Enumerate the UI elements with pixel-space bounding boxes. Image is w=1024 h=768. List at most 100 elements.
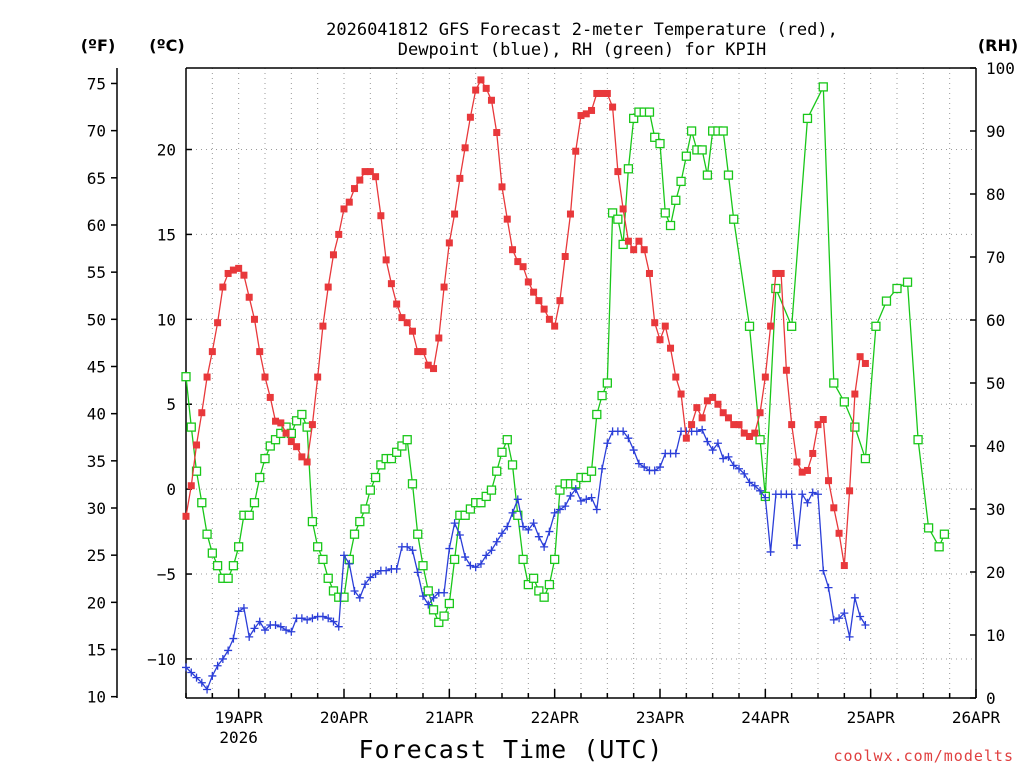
rh-point: [871, 321, 881, 331]
temperature-point: [372, 173, 380, 181]
time-tick-label: 20APR: [320, 708, 369, 727]
temperature-point: [566, 210, 574, 218]
temperature-point: [445, 239, 453, 247]
temperature-point: [214, 319, 222, 327]
dewpoint-point: [761, 493, 770, 502]
dewpoint-point: [218, 654, 227, 663]
dewpoint-point: [640, 463, 649, 472]
temperature-point: [788, 421, 796, 429]
temperature-point: [724, 414, 732, 422]
dewpoint-point: [766, 547, 775, 556]
rh-point: [892, 283, 902, 294]
dewpoint-point: [245, 632, 254, 641]
temperature-point: [661, 322, 669, 330]
rh-point: [818, 82, 828, 92]
fahrenheit-tick-label: 60: [87, 216, 106, 235]
temperature-point: [424, 361, 432, 369]
rh-tick-label: 50: [986, 374, 1005, 393]
rh-point: [676, 176, 686, 187]
rh-point: [923, 523, 934, 533]
dewpoint-point: [698, 425, 707, 434]
temperature-point: [524, 278, 532, 286]
dewpoint-point: [192, 673, 201, 682]
temperature-point: [198, 409, 206, 417]
temperature-point: [193, 441, 201, 449]
temperature-point: [540, 305, 548, 313]
temperature-point: [203, 373, 211, 381]
dewpoint-point: [361, 580, 370, 589]
dewpoint-point: [197, 678, 206, 687]
dewpoint-point: [234, 607, 243, 616]
rh-point: [291, 416, 302, 426]
rh-point: [629, 113, 639, 124]
temperature-point: [387, 280, 395, 288]
celsius-axis: −10 −5 0 5 10 15 20: [147, 141, 192, 669]
temperature-point: [782, 366, 790, 374]
temperature-point: [498, 183, 506, 191]
chart-title-line1: 2026041812 GFS Forecast 2-meter Temperat…: [326, 20, 838, 40]
rh-point: [671, 195, 681, 205]
rh-point: [550, 554, 560, 565]
dewpoint-point: [740, 469, 749, 478]
dewpoint-point: [229, 634, 238, 643]
dewpoint-point: [308, 614, 317, 623]
dewpoint-point: [824, 583, 833, 592]
temperature-point: [519, 263, 527, 271]
dewpoint-point: [318, 612, 327, 621]
rh-point: [207, 548, 217, 558]
temperature-point: [440, 283, 448, 291]
dewpoint-point: [708, 446, 717, 455]
dewpoint-point: [239, 604, 248, 612]
temperature-point: [451, 210, 459, 218]
temperature-point: [619, 205, 627, 213]
dewpoint-point: [455, 530, 464, 539]
temperature-point: [408, 327, 416, 335]
rh-point: [660, 208, 670, 218]
celsius-tick-label: 10: [157, 310, 176, 329]
temperature-point: [303, 458, 311, 466]
dewpoint-point: [345, 559, 354, 568]
temperature-point: [572, 147, 580, 155]
fahrenheit-tick-label: 15: [87, 641, 106, 660]
rh-point: [650, 132, 660, 142]
rh-point: [507, 460, 518, 470]
time-tick-label: 21APR: [425, 708, 474, 727]
rh-point: [339, 592, 349, 602]
dewpoint-point: [187, 668, 196, 677]
rh-series: [181, 82, 950, 628]
temperature-point: [819, 416, 827, 424]
dewpoint-point: [440, 588, 449, 597]
dewpoint-point: [513, 495, 522, 504]
rh-point: [323, 573, 333, 583]
temperature-point: [208, 348, 216, 356]
time-tick-label: 25APR: [847, 708, 896, 727]
temperature-point: [582, 110, 590, 118]
rh-point: [460, 510, 470, 520]
chart-title-line2: Dewpoint (blue), RH (green) for KPIH: [398, 40, 766, 60]
rh-point: [555, 485, 565, 495]
temperature-series: [182, 76, 869, 570]
temperature-point: [814, 421, 822, 429]
temperature-point: [293, 443, 301, 451]
dewpoint-point: [208, 671, 217, 680]
rh-point: [386, 453, 397, 464]
rh-point: [502, 435, 512, 445]
temperature-point: [703, 397, 711, 405]
temperature-point: [282, 429, 290, 437]
temperature-point: [509, 246, 517, 254]
dewpoint-point: [603, 439, 612, 448]
rh-point: [539, 592, 549, 602]
temperature-point: [319, 322, 327, 330]
rh-point: [492, 466, 502, 476]
temperature-point: [846, 487, 854, 495]
rh-point: [234, 542, 244, 552]
dewpoint-point: [382, 566, 391, 575]
dewpoint-point: [792, 541, 801, 550]
rh-point: [729, 214, 739, 224]
fahrenheit-tick-label: 30: [87, 499, 106, 518]
rh-point: [913, 435, 923, 445]
temperature-point: [851, 390, 859, 398]
temperature-point: [761, 373, 769, 381]
rh-point: [497, 447, 507, 457]
temperature-point: [593, 89, 601, 97]
